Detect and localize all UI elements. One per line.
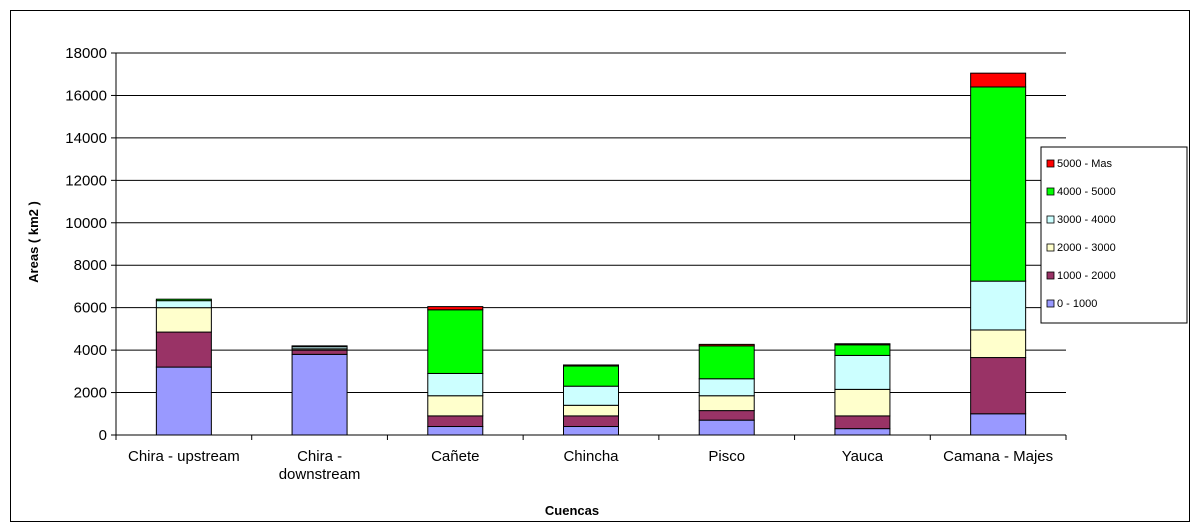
x-tick-label: Pisco [708,448,745,465]
x-tick-label: Chira - [297,448,342,465]
bar-segment [970,86,1027,282]
legend-label: 0 - 1000 [1057,298,1097,310]
bars [155,72,1027,436]
axes [115,53,1066,436]
y-tick-label: 18000 [65,45,107,62]
bar-segment [427,395,484,417]
x-axis-ticks: Chira - upstream Chira -downstream Cañete C… [115,435,1067,483]
y-tick-label: 14000 [65,130,107,147]
bar-segment [698,410,755,421]
bar-segment [291,345,348,348]
y-axis-ticks: 0 2000 4000 6000 8000 10000 12000 14000 16000 180… [65,45,116,444]
x-axis-title: Cuencas [545,503,599,518]
legend-label: 2000 - 3000 [1057,242,1116,254]
bar-segment [563,385,619,406]
legend: 5000 - Mas 4000 - 5000 3000 - 4000 2000 - 3… [1040,146,1188,324]
chart-frame [10,10,1190,522]
bar-segment [427,309,484,374]
y-tick-label: 6000 [74,300,107,317]
bar-segment [155,331,212,368]
bar-segment [155,300,212,309]
bar-segment [970,329,1027,359]
y-tick-label: 10000 [65,215,107,232]
bar-segment [427,426,484,436]
legend-swatch [1046,299,1055,308]
bar-segment [427,415,484,428]
bar-segment [698,378,755,397]
x-tick-label: Yauca [842,448,884,465]
bar-segment [834,343,891,346]
x-tick-label: Chira - upstream [128,448,240,465]
bar-segment [155,366,212,436]
bar-segment [563,415,619,428]
bar-segment [834,344,891,356]
legend-label: 1000 - 2000 [1057,270,1116,282]
bar-segment [291,349,348,355]
legend-swatch [1046,215,1055,224]
bar-segment [834,388,891,417]
x-tick-label: downstream [279,466,361,483]
legend-label: 5000 - Mas [1057,158,1113,170]
legend-label: 4000 - 5000 [1057,186,1116,198]
bar-segment [834,428,891,436]
bar-segment [698,345,755,380]
bar-segment [563,364,619,367]
y-tick-label: 8000 [74,257,107,274]
bar-segment [698,395,755,412]
x-tick-label: Camana - Majes [943,448,1053,465]
y-tick-label: 12000 [65,172,107,189]
legend-label: 3000 - 4000 [1057,214,1116,226]
y-tick-label: 0 [99,427,107,444]
bar-segment [155,307,212,333]
legend-swatch [1046,243,1055,252]
bar-segment [563,404,619,417]
bar-segment [698,343,755,347]
bar-segment [291,353,348,436]
x-tick-label: Chincha [563,448,619,465]
y-axis-title: Areas ( km2 ) [26,201,41,283]
bar-segment [563,426,619,436]
bar-segment [563,365,619,387]
x-tick-label: Cañete [431,448,479,465]
bar-segment [427,372,484,397]
y-tick-label: 4000 [74,342,107,359]
legend-swatch [1046,187,1055,196]
bar-segment [970,413,1027,436]
gridlines [116,52,1066,394]
legend-swatch [1046,159,1055,168]
bar-segment [834,354,891,390]
bar-segment [970,357,1027,415]
bar-segment [970,72,1027,88]
bar-segment [834,415,891,430]
bar-segment [970,280,1027,331]
bar-segment [155,298,212,302]
legend-swatch [1046,271,1055,280]
y-tick-label: 16000 [65,87,107,104]
bar-segment [427,306,484,311]
legend-box [1040,146,1188,324]
bar-segment [698,419,755,436]
y-tick-label: 2000 [74,385,107,402]
